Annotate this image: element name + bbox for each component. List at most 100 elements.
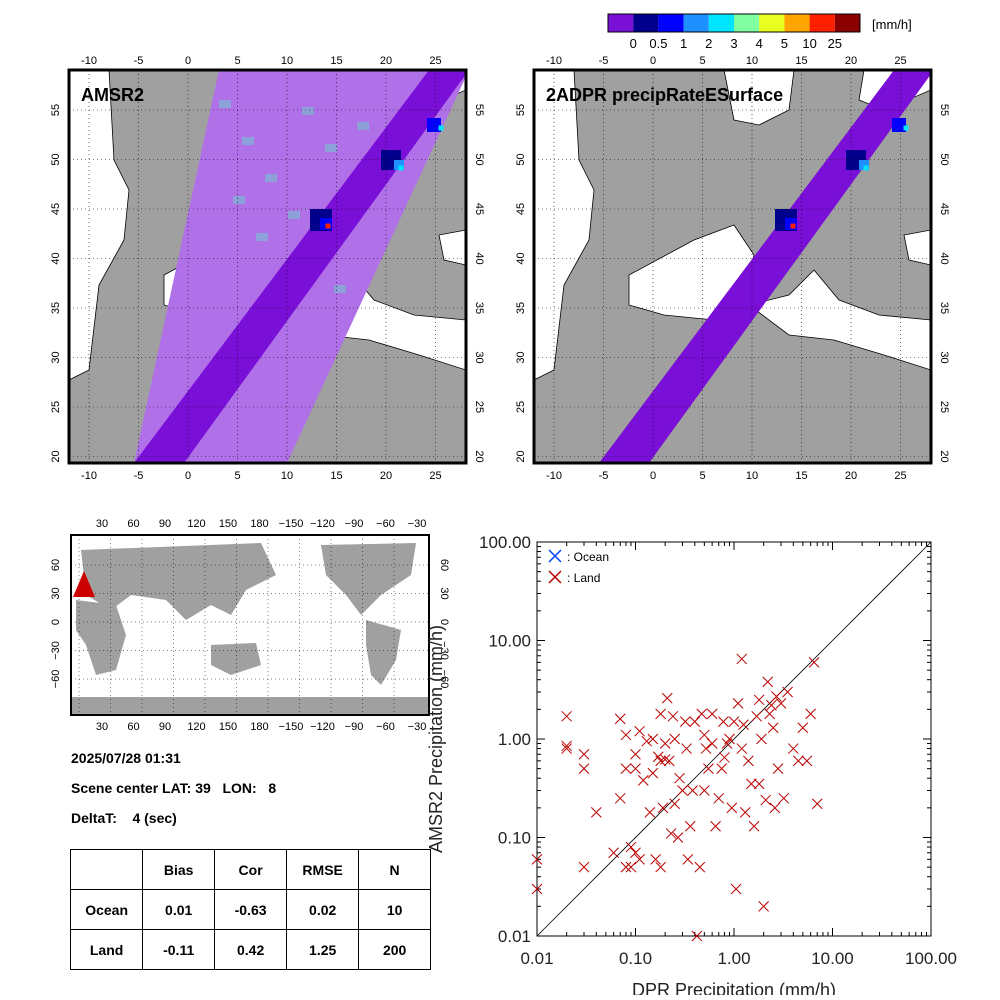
locator-lat-label: 0 (50, 619, 62, 625)
stats-header-row: Bias Cor RMSE N (69, 849, 431, 890)
data-point (801, 755, 813, 767)
data-point (659, 738, 671, 749)
lon-tick-label: 15 (330, 470, 342, 482)
stats-cell: 200 (358, 929, 431, 970)
data-point (706, 708, 718, 720)
locator-lon-label: −150 (279, 518, 304, 530)
map-title: AMSR2 (81, 85, 144, 105)
colorbar-swatch (658, 14, 684, 32)
colorbar-swatch (809, 14, 835, 32)
stats-cell: 1.25 (286, 929, 360, 970)
scatter-plot: 0.01 0.10 1.00 10.00 100.00 0.01 0.10 1.00 10.00… (426, 533, 957, 1000)
data-point (669, 798, 681, 810)
lon-tick-label: 10 (281, 55, 293, 67)
locator-frame (70, 534, 430, 716)
lon-tick-label: 20 (380, 470, 392, 482)
lat-tick-label: 45 (50, 203, 62, 215)
data-point (659, 754, 671, 765)
stats-cell: -0.11 (142, 929, 216, 970)
data-point (771, 691, 782, 702)
sea-area (534, 70, 595, 381)
locator-lon-label: 30 (96, 518, 108, 530)
legend-marker (548, 549, 562, 563)
swath-patch (302, 107, 314, 115)
lat-tick-label: 20 (938, 450, 950, 462)
data-point (700, 743, 712, 754)
data-point (630, 847, 641, 859)
y-axis-label: AMSR2 Precipitation (mm/h) (426, 625, 446, 853)
data-point (578, 763, 590, 775)
data-point (655, 708, 666, 720)
lon-tick-label: -5 (599, 55, 609, 67)
data-point (531, 883, 543, 895)
colorbar-swatch (734, 14, 760, 32)
rain-cell (892, 118, 906, 132)
colorbar-swatch (683, 14, 709, 32)
rain-cell (790, 223, 796, 229)
lat-tick-label: 30 (515, 351, 527, 363)
lon-tick-label: 0 (650, 55, 656, 67)
data-point (655, 861, 666, 873)
data-point (739, 807, 751, 818)
data-point (679, 716, 691, 728)
legend-label: : Ocean (567, 550, 609, 564)
data-point (758, 900, 770, 912)
scene-center-text: Scene center LAT: 39 LON: 8 (71, 780, 277, 796)
colorbar-swatch (708, 14, 734, 32)
lon-tick-label: 15 (795, 55, 807, 67)
data-point (661, 692, 673, 704)
deltat-text: DeltaT: 4 (sec) (71, 810, 177, 826)
locator-lat-label: 0 (438, 619, 450, 625)
colorbar-swatch (784, 14, 810, 32)
data-point (647, 767, 659, 779)
locator-lon-label: 90 (159, 518, 171, 530)
data-point (625, 861, 637, 873)
data-point (751, 710, 763, 722)
data-point (706, 738, 718, 749)
swath-patch (256, 233, 268, 241)
data-point (634, 725, 645, 737)
stats-cell: Land (69, 929, 144, 970)
data-point (698, 729, 710, 741)
data-point (736, 743, 748, 754)
locator-lon-label: 120 (187, 518, 205, 530)
lat-tick-label: 35 (938, 302, 950, 314)
data-point (811, 798, 823, 810)
lon-tick-label: 0 (185, 55, 191, 67)
lon-tick-label: -10 (546, 470, 562, 482)
stats-header-empty (69, 849, 144, 890)
data-point (767, 722, 779, 734)
colorbar-label: 0.5 (649, 36, 667, 51)
locator-lon-label: −150 (279, 721, 304, 733)
lat-tick-label: 25 (515, 401, 527, 413)
map-content (534, 70, 931, 463)
lat-tick-label: 35 (473, 302, 485, 314)
stats-header-rmse: RMSE (286, 849, 360, 890)
x-tick-label: 0.10 (619, 949, 652, 968)
data-point (696, 708, 708, 720)
locator-map-panel: 30 30 60 60 90 90 120 120 150 150 180 180 −150 −150 −1… (45, 510, 455, 735)
lon-tick-label: -5 (134, 55, 144, 67)
locator-lon-label: −120 (310, 721, 335, 733)
locator-lat-label: 30 (438, 587, 450, 599)
data-point (762, 676, 774, 688)
swath-patch (233, 196, 245, 204)
data-point (614, 792, 626, 804)
data-point (608, 847, 620, 859)
data-point (590, 807, 602, 818)
locator-land (211, 643, 261, 675)
rain-cell (394, 160, 404, 170)
sea-area (438, 229, 466, 266)
lon-tick-label: 5 (234, 470, 240, 482)
data-point (647, 733, 659, 745)
lat-tick-label: 30 (938, 351, 950, 363)
stats-row-land: Land -0.11 0.42 1.25 200 (69, 929, 431, 970)
data-point (665, 828, 677, 839)
data-point (732, 698, 744, 709)
data-point (710, 820, 721, 832)
y-tick-label: 0.01 (498, 927, 531, 946)
data-point (719, 752, 730, 763)
locator-lon-label: −90 (345, 721, 364, 733)
locator-lon-label: −120 (310, 518, 335, 530)
